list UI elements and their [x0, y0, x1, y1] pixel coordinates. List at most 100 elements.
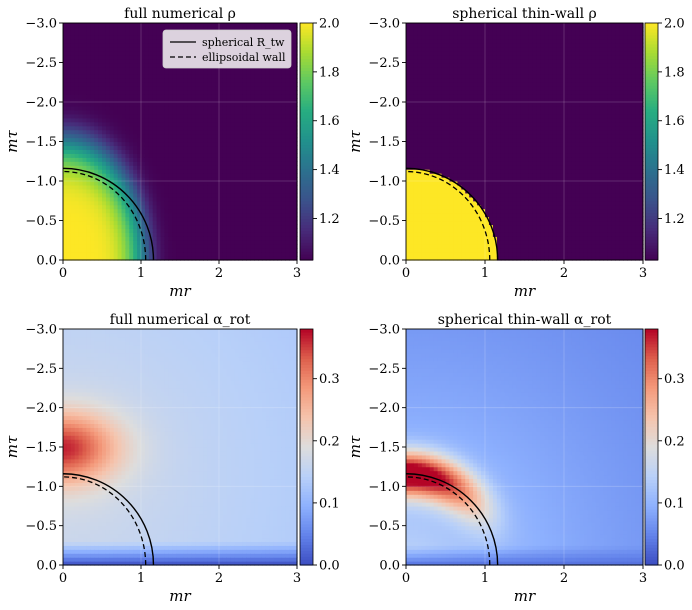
heatmap-cell [153, 122, 158, 127]
heatmap-cell [442, 27, 447, 32]
heatmap-cell [270, 110, 275, 115]
x-axis-label: mr [169, 282, 191, 300]
heatmap-cell [473, 90, 478, 95]
heatmap-cell [118, 134, 123, 139]
heatmap-cell [410, 39, 415, 44]
heatmap-cell [67, 51, 72, 56]
heatmap-cell [438, 181, 443, 186]
heatmap-cell [446, 252, 451, 257]
heatmap-cell [176, 122, 181, 127]
heatmap-cell [406, 55, 411, 60]
heatmap-cell [430, 240, 435, 245]
heatmap-cell [449, 189, 454, 194]
heatmap-cell [285, 244, 290, 249]
heatmap-cell [83, 201, 88, 206]
heatmap-cell [71, 118, 76, 123]
heatmap-cell [149, 169, 154, 174]
heatmap-cell [219, 209, 224, 214]
heatmap-cell [83, 153, 88, 158]
heatmap-cell [489, 244, 494, 249]
heatmap-cell [71, 39, 76, 44]
heatmap-cell [149, 173, 154, 178]
heatmap-cell [227, 252, 232, 257]
heatmap-cell [406, 90, 411, 95]
heatmap-cell [207, 114, 212, 119]
heatmap-cell [262, 193, 267, 198]
heatmap-cell [161, 224, 166, 229]
heatmap-cell [235, 153, 240, 158]
heatmap-cell [98, 63, 103, 68]
heatmap-cell [446, 27, 451, 32]
heatmap-cell [90, 63, 95, 68]
heatmap-cell [145, 43, 150, 48]
heatmap-cell [457, 47, 462, 52]
heatmap-cell [453, 201, 458, 206]
heatmap-cell [102, 74, 107, 79]
heatmap-cell [63, 217, 68, 222]
heatmap-cell [188, 217, 193, 222]
heatmap-cell [266, 134, 271, 139]
heatmap-cell [426, 118, 431, 123]
heatmap-cell [102, 240, 107, 245]
heatmap-cell [473, 169, 478, 174]
heatmap-cell [285, 74, 290, 79]
heatmap-cell [410, 205, 415, 210]
heatmap-cell [414, 114, 419, 119]
heatmap-cell [465, 102, 470, 107]
heatmap-cell [192, 70, 197, 75]
heatmap-cell [254, 248, 259, 253]
heatmap-cell [410, 185, 415, 190]
heatmap-cell [86, 252, 91, 257]
heatmap-cell [410, 94, 415, 99]
heatmap-cell [239, 82, 244, 87]
heatmap-cell [278, 173, 283, 178]
heatmap-cell [106, 201, 111, 206]
heatmap-cell [180, 153, 185, 158]
heatmap-cell [422, 138, 427, 143]
heatmap-cell [430, 63, 435, 68]
heatmap-cell [63, 70, 68, 75]
heatmap-cell [426, 94, 431, 99]
heatmap-cell [184, 118, 189, 123]
heatmap-cell [227, 153, 232, 158]
heatmap-cell [414, 39, 419, 44]
heatmap-cell [438, 224, 443, 229]
heatmap-cell [414, 181, 419, 186]
heatmap-cell [231, 145, 236, 150]
heatmap-cell [235, 110, 240, 115]
heatmap-cell [418, 142, 423, 147]
heatmap-cell [176, 240, 181, 245]
heatmap-cell [406, 252, 411, 257]
heatmap-cell [63, 224, 68, 229]
heatmap-cell [242, 221, 247, 226]
heatmap-cell [406, 145, 411, 150]
heatmap-cell [258, 205, 263, 210]
heatmap-cell [200, 102, 205, 107]
heatmap-cell [153, 70, 158, 75]
heatmap-cell [246, 248, 251, 253]
heatmap-cell [457, 134, 462, 139]
heatmap-cell [203, 161, 208, 166]
heatmap-cell [161, 118, 166, 123]
heatmap-cell [184, 173, 189, 178]
heatmap-cell [180, 110, 185, 115]
heatmap-cell [250, 149, 255, 154]
heatmap-cell [153, 126, 158, 131]
heatmap-cell [83, 122, 88, 127]
heatmap-cell [442, 51, 447, 56]
heatmap-cell [63, 66, 68, 71]
heatmap-cell [211, 169, 216, 174]
heatmap-cell [485, 153, 490, 158]
heatmap-cell [485, 189, 490, 194]
heatmap-cell [422, 149, 427, 154]
heatmap-cell [71, 90, 76, 95]
heatmap-cell [446, 236, 451, 241]
heatmap-cell [465, 55, 470, 60]
heatmap-cell [285, 213, 290, 218]
heatmap-cell [196, 161, 201, 166]
heatmap-cell [438, 138, 443, 143]
heatmap-cell [477, 193, 482, 198]
heatmap-cell [262, 102, 267, 107]
heatmap-cell [219, 240, 224, 245]
heatmap-cell [133, 209, 138, 214]
